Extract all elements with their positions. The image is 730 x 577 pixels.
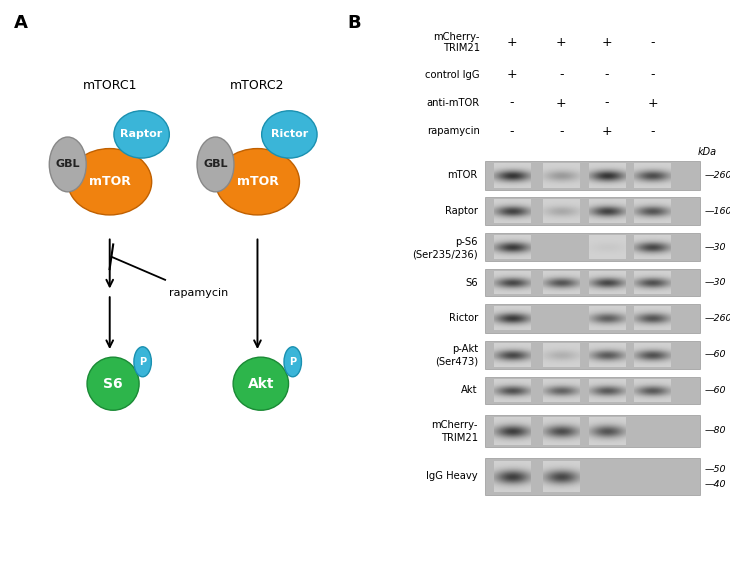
FancyBboxPatch shape xyxy=(485,197,700,225)
Ellipse shape xyxy=(233,357,288,410)
Text: p-Akt: p-Akt xyxy=(452,344,478,354)
Text: (Ser235/236): (Ser235/236) xyxy=(412,249,478,259)
Text: rapamycin: rapamycin xyxy=(169,288,228,298)
FancyBboxPatch shape xyxy=(485,233,700,261)
Text: -: - xyxy=(510,96,514,110)
Text: —260: —260 xyxy=(704,171,730,180)
Text: -: - xyxy=(604,68,609,81)
Text: Raptor: Raptor xyxy=(445,206,478,216)
Text: Raptor: Raptor xyxy=(120,129,163,140)
Ellipse shape xyxy=(114,111,169,158)
Text: mTOR: mTOR xyxy=(89,175,131,188)
Text: (Ser473): (Ser473) xyxy=(435,357,478,366)
Text: —260: —260 xyxy=(704,314,730,323)
Text: Akt: Akt xyxy=(247,377,274,391)
Ellipse shape xyxy=(134,347,151,377)
Text: P: P xyxy=(289,357,296,367)
Text: -: - xyxy=(650,125,655,138)
Text: control IgG: control IgG xyxy=(425,70,480,80)
Ellipse shape xyxy=(261,111,317,158)
Text: +: + xyxy=(556,96,566,110)
Text: —50: —50 xyxy=(704,465,726,474)
Text: P: P xyxy=(139,357,146,367)
Text: Rictor: Rictor xyxy=(449,313,478,324)
FancyBboxPatch shape xyxy=(485,340,700,369)
Text: mTORC2: mTORC2 xyxy=(230,79,285,92)
Text: -: - xyxy=(650,68,655,81)
Text: +: + xyxy=(602,36,612,49)
Text: -: - xyxy=(559,125,564,138)
FancyBboxPatch shape xyxy=(485,458,700,494)
Text: mTOR: mTOR xyxy=(447,170,478,181)
Text: S6: S6 xyxy=(465,278,478,288)
Text: p-S6: p-S6 xyxy=(456,237,478,246)
Text: +: + xyxy=(602,125,612,138)
Text: mTORC1: mTORC1 xyxy=(82,79,137,92)
Ellipse shape xyxy=(215,149,299,215)
Text: +: + xyxy=(507,36,518,49)
Text: mTOR: mTOR xyxy=(237,175,278,188)
Text: -: - xyxy=(650,36,655,49)
Text: +: + xyxy=(648,96,658,110)
Ellipse shape xyxy=(49,137,86,192)
Text: rapamycin: rapamycin xyxy=(427,126,480,136)
Text: kDa: kDa xyxy=(698,147,717,157)
Ellipse shape xyxy=(284,347,301,377)
Text: -: - xyxy=(510,125,514,138)
FancyBboxPatch shape xyxy=(485,161,700,190)
Text: —60: —60 xyxy=(704,350,726,359)
Text: Akt: Akt xyxy=(461,385,478,395)
Ellipse shape xyxy=(87,357,139,410)
Ellipse shape xyxy=(197,137,234,192)
Text: B: B xyxy=(347,14,361,32)
Text: TRIM21: TRIM21 xyxy=(441,433,478,443)
Text: Rictor: Rictor xyxy=(271,129,308,140)
Ellipse shape xyxy=(68,149,152,215)
Text: —80: —80 xyxy=(704,426,726,436)
Text: A: A xyxy=(14,14,28,32)
Text: -: - xyxy=(559,68,564,81)
FancyBboxPatch shape xyxy=(485,269,700,297)
Text: -: - xyxy=(604,96,609,110)
FancyBboxPatch shape xyxy=(485,415,700,447)
FancyBboxPatch shape xyxy=(485,304,700,332)
Text: +: + xyxy=(507,68,518,81)
Text: mCherry-
TRIM21: mCherry- TRIM21 xyxy=(434,32,480,53)
Text: GBL: GBL xyxy=(55,159,80,170)
Text: —40: —40 xyxy=(704,480,726,489)
Text: S6: S6 xyxy=(103,377,123,391)
Text: —30: —30 xyxy=(704,278,726,287)
Text: GBL: GBL xyxy=(203,159,228,170)
Text: IgG Heavy: IgG Heavy xyxy=(426,471,478,481)
Text: anti-mTOR: anti-mTOR xyxy=(426,98,480,108)
Text: —60: —60 xyxy=(704,386,726,395)
Text: +: + xyxy=(556,36,566,49)
FancyBboxPatch shape xyxy=(485,377,700,404)
Text: —160: —160 xyxy=(704,207,730,216)
Text: mCherry-: mCherry- xyxy=(431,420,478,430)
Text: —30: —30 xyxy=(704,243,726,252)
